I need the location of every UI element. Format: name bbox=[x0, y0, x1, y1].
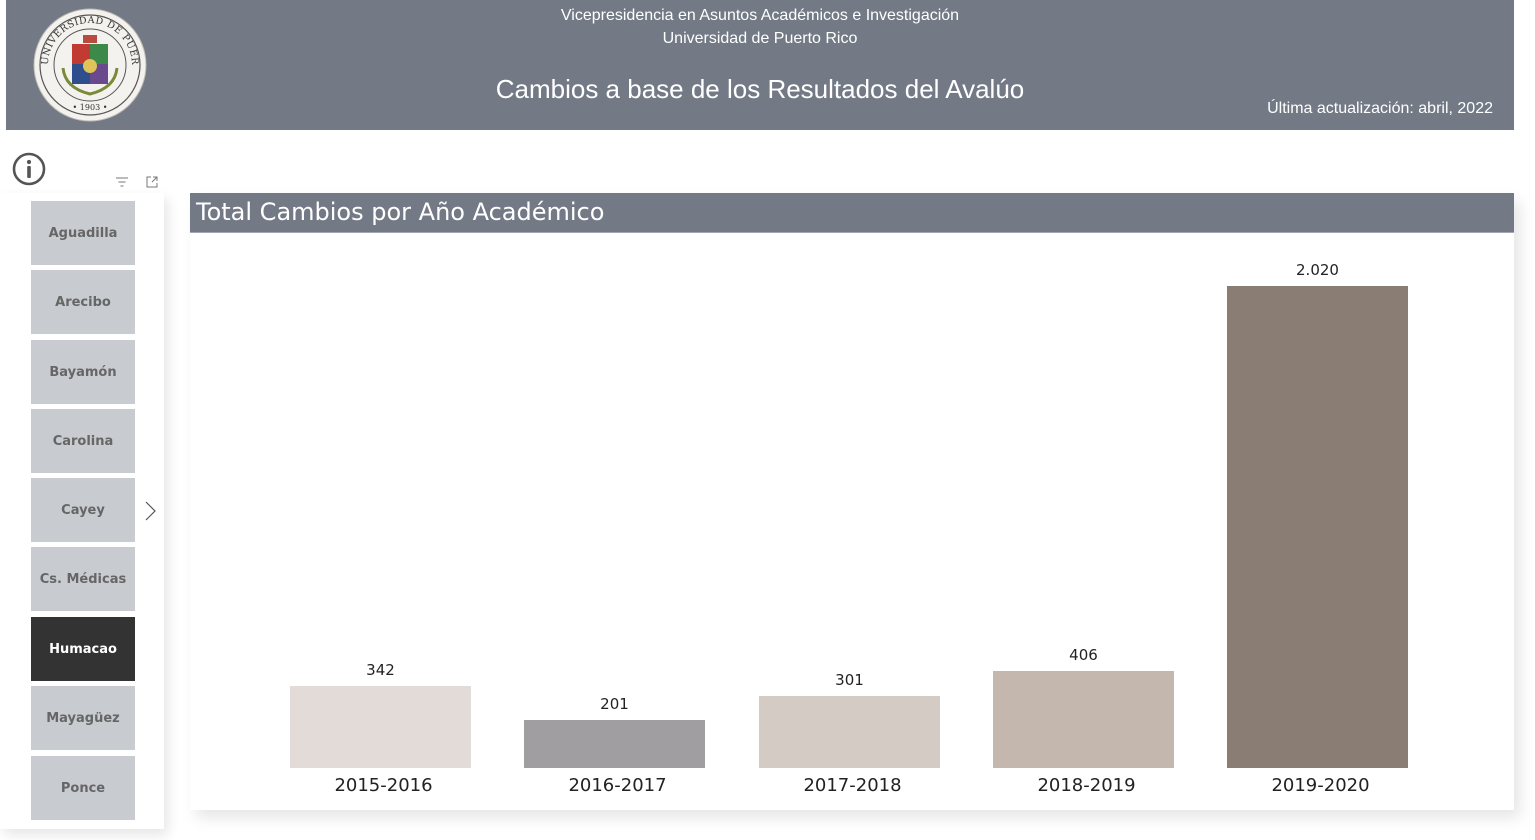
bar-value-label: 406 bbox=[1069, 646, 1098, 664]
chart-title-bar: Total Cambios por Año Académico bbox=[190, 193, 1514, 233]
svg-text:• 1903 •: • 1903 • bbox=[73, 103, 108, 112]
x-axis-category-label: 2019-2020 bbox=[1271, 775, 1370, 796]
x-axis-category-label: 2016-2017 bbox=[568, 775, 667, 796]
slicer-item-mayaguez[interactable]: Mayagüez bbox=[31, 686, 135, 750]
last-updated-text: Última actualización: abril, 2022 bbox=[1267, 100, 1493, 117]
slicer-item-humacao[interactable]: Humacao bbox=[31, 617, 135, 681]
bar-value-label: 201 bbox=[600, 695, 629, 713]
slicer-item-cs-medicas[interactable]: Cs. Médicas bbox=[31, 547, 135, 611]
filter-icon[interactable] bbox=[114, 174, 130, 190]
bar-2017-2018[interactable] bbox=[759, 696, 940, 768]
slicer-item-carolina[interactable]: Carolina bbox=[31, 409, 135, 473]
x-axis-category-label: 2017-2018 bbox=[803, 775, 902, 796]
header-subtitle-university: Universidad de Puerto Rico bbox=[662, 30, 858, 47]
bar-2015-2016[interactable] bbox=[290, 686, 471, 768]
slicer-item-cayey[interactable]: Cayey bbox=[31, 478, 135, 542]
bar-chart-card: Total Cambios por Año Académico 342 2015-… bbox=[190, 193, 1514, 810]
report-header: UNIVERSIDAD DE PUERTO RICO • 1903 • Vice… bbox=[6, 0, 1514, 130]
bar-2019-2020[interactable] bbox=[1227, 286, 1408, 768]
bar-value-label: 342 bbox=[366, 661, 395, 679]
bar-value-label: 301 bbox=[835, 671, 864, 689]
slicer-item-arecibo[interactable]: Arecibo bbox=[31, 270, 135, 334]
header-subtitle-office: Vicepresidencia en Asuntos Académicos e … bbox=[560, 7, 960, 24]
campus-slicer: Aguadilla Arecibo Bayamón Carolina Cayey… bbox=[0, 193, 164, 829]
bar-value-label: 2.020 bbox=[1296, 261, 1339, 279]
page-title: Cambios a base de los Resultados del Ava… bbox=[495, 74, 1025, 104]
slicer-item-ponce[interactable]: Ponce bbox=[31, 756, 135, 820]
bar-2018-2019[interactable] bbox=[993, 671, 1174, 768]
chevron-right-icon[interactable] bbox=[143, 499, 157, 523]
slicer-item-aguadilla[interactable]: Aguadilla bbox=[31, 201, 135, 265]
x-axis-category-label: 2015-2016 bbox=[334, 775, 433, 796]
chart-plot-area: 342 2015-2016 201 2016-2017 301 2017-2018 406 2… bbox=[190, 233, 1514, 810]
x-axis-category-label: 2018-2019 bbox=[1037, 775, 1136, 796]
university-seal-logo: UNIVERSIDAD DE PUERTO RICO • 1903 • bbox=[33, 8, 147, 122]
slicer-header-tools bbox=[114, 173, 160, 191]
info-circle-icon[interactable] bbox=[12, 152, 46, 186]
bar-2016-2017[interactable] bbox=[524, 720, 705, 768]
chart-title: Total Cambios por Año Académico bbox=[196, 198, 605, 226]
focus-mode-icon[interactable] bbox=[144, 174, 160, 190]
slicer-item-bayamon[interactable]: Bayamón bbox=[31, 340, 135, 404]
